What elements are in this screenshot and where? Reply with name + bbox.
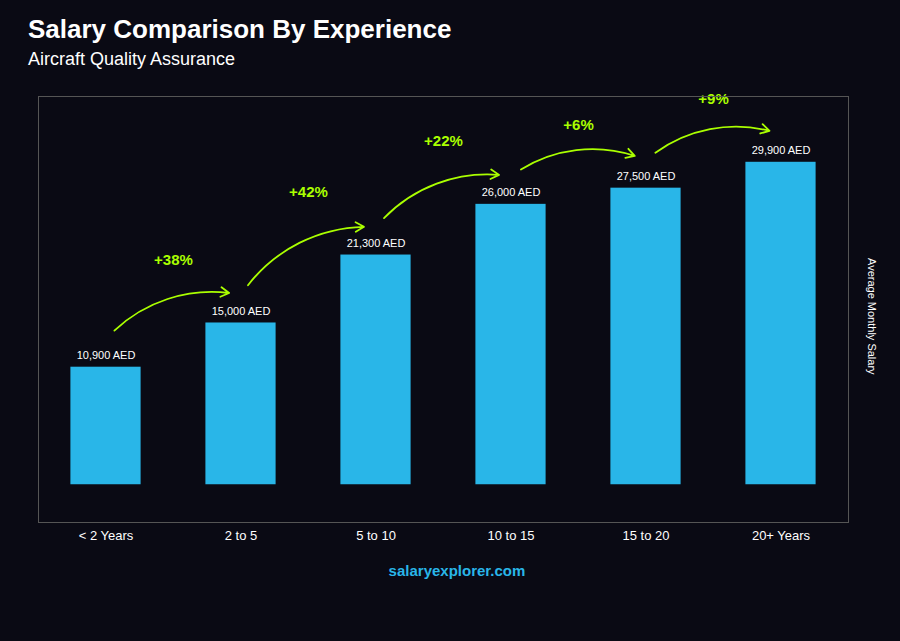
svg-text:10 to 15: 10 to 15 bbox=[488, 528, 535, 543]
html-text:Salary Comparison By Experienc: Salary Comparison By Experience bbox=[28, 14, 452, 44]
html-text:salaryexplorer.com: salaryexplorer.com bbox=[388, 562, 526, 579]
svg-text:20+ Years: 20+ Years bbox=[752, 528, 811, 543]
svg-text:+38%: +38% bbox=[154, 251, 193, 268]
html-text:Average Monthly Salary: Average Monthly Salary bbox=[866, 257, 878, 375]
svg-text:15 to 20: 15 to 20 bbox=[623, 528, 670, 543]
svg-text:21,300 AED: 21,300 AED bbox=[347, 237, 406, 249]
svg-text:5 to 10: 5 to 10 bbox=[356, 528, 396, 543]
svg-text:+42%: +42% bbox=[289, 183, 328, 200]
svg-text:29,900 AED: 29,900 AED bbox=[752, 144, 811, 156]
svg-text:+22%: +22% bbox=[424, 132, 463, 149]
svg-text:27,500 AED: 27,500 AED bbox=[617, 170, 676, 182]
svg-text:+6%: +6% bbox=[563, 116, 593, 133]
svg-text:15,000 AED: 15,000 AED bbox=[212, 305, 271, 317]
svg-text:26,000 AED: 26,000 AED bbox=[482, 186, 541, 198]
html-text:Aircraft Quality Assurance: Aircraft Quality Assurance bbox=[28, 49, 236, 69]
svg-text:10,900 AED: 10,900 AED bbox=[77, 349, 136, 361]
svg-text:< 2 Years: < 2 Years bbox=[79, 528, 134, 543]
svg-text:2 to 5: 2 to 5 bbox=[225, 528, 258, 543]
svg-text:+9%: +9% bbox=[698, 90, 728, 107]
